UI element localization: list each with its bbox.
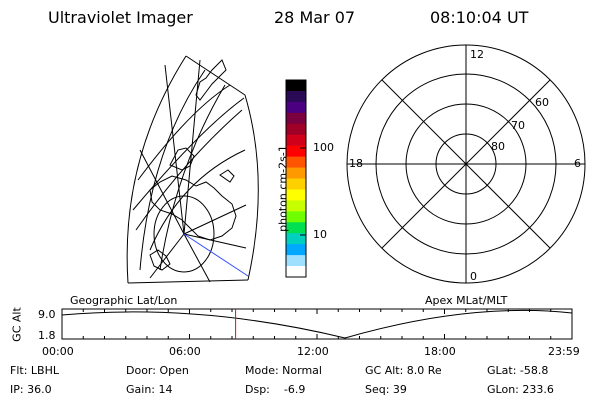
info-filter: Flt: LBHL	[10, 364, 59, 377]
info-glon: GLon: 233.6	[487, 383, 554, 396]
clock-label-12: 12	[470, 48, 484, 61]
colorbar-segment	[286, 266, 306, 278]
colorbar-segment	[286, 112, 306, 125]
colorbar-segment	[286, 101, 306, 114]
colorbar-segment	[286, 200, 306, 212]
time-label: 08:10:04 UT	[430, 8, 529, 27]
colorbar-segment	[286, 134, 306, 147]
clock-label-0: 0	[470, 270, 477, 283]
y-tick-bottom: 1.8	[38, 329, 56, 342]
info-glat: GLat: -58.8	[487, 364, 549, 377]
x-tick-0000: 00:00	[42, 345, 74, 358]
colorbar-segment	[286, 244, 306, 256]
clock-label-18: 18	[349, 157, 363, 170]
clock-label-6: 6	[574, 157, 581, 170]
colorbar-segment	[286, 90, 306, 103]
y-tick-top: 9.0	[38, 308, 56, 321]
info-gain: Gain: 14	[126, 383, 173, 396]
x-tick-0600: 06:00	[169, 345, 201, 358]
colorbar-segment	[286, 123, 306, 136]
colorbar-segment	[286, 178, 306, 190]
colorbar-segment	[286, 156, 306, 169]
colorbar-segment	[286, 222, 306, 234]
colorbar-segment	[286, 189, 306, 201]
lat-label-70: 70	[511, 119, 525, 132]
info-door: Door: Open	[126, 364, 189, 377]
lat-label-80: 80	[491, 140, 505, 153]
colorbar-segment	[286, 167, 306, 179]
colorbar-segment	[286, 80, 306, 92]
info-seq: Seq: 39	[365, 383, 407, 396]
colorbar-tick-100: 100	[313, 141, 334, 154]
apex-label: Apex MLat/MLT	[425, 294, 508, 307]
colorbar-segment	[286, 255, 306, 267]
track-line	[183, 233, 249, 277]
x-tick-1800: 18:00	[424, 345, 456, 358]
info-dsp: Dsp: -6.9	[245, 383, 306, 396]
date-label: 28 Mar 07	[274, 8, 356, 27]
x-tick-1200: 12:00	[297, 345, 329, 358]
info-ip: IP: 36.0	[10, 383, 52, 396]
colorbar-segment	[286, 145, 306, 158]
x-tick-2359: 23:59	[548, 345, 580, 358]
info-gc-alt: GC Alt: 8.0 Re	[365, 364, 442, 377]
altitude-curve	[61, 309, 573, 339]
colorbar-tick-10: 10	[313, 228, 327, 241]
info-mode: Mode: Normal	[245, 364, 322, 377]
lat-label-60: 60	[535, 96, 549, 109]
colorbar-segment	[286, 211, 306, 223]
geographic-label: Geographic Lat/Lon	[70, 294, 178, 307]
instrument-title: Ultraviolet Imager	[48, 8, 193, 27]
colorbar-segment	[286, 233, 306, 245]
